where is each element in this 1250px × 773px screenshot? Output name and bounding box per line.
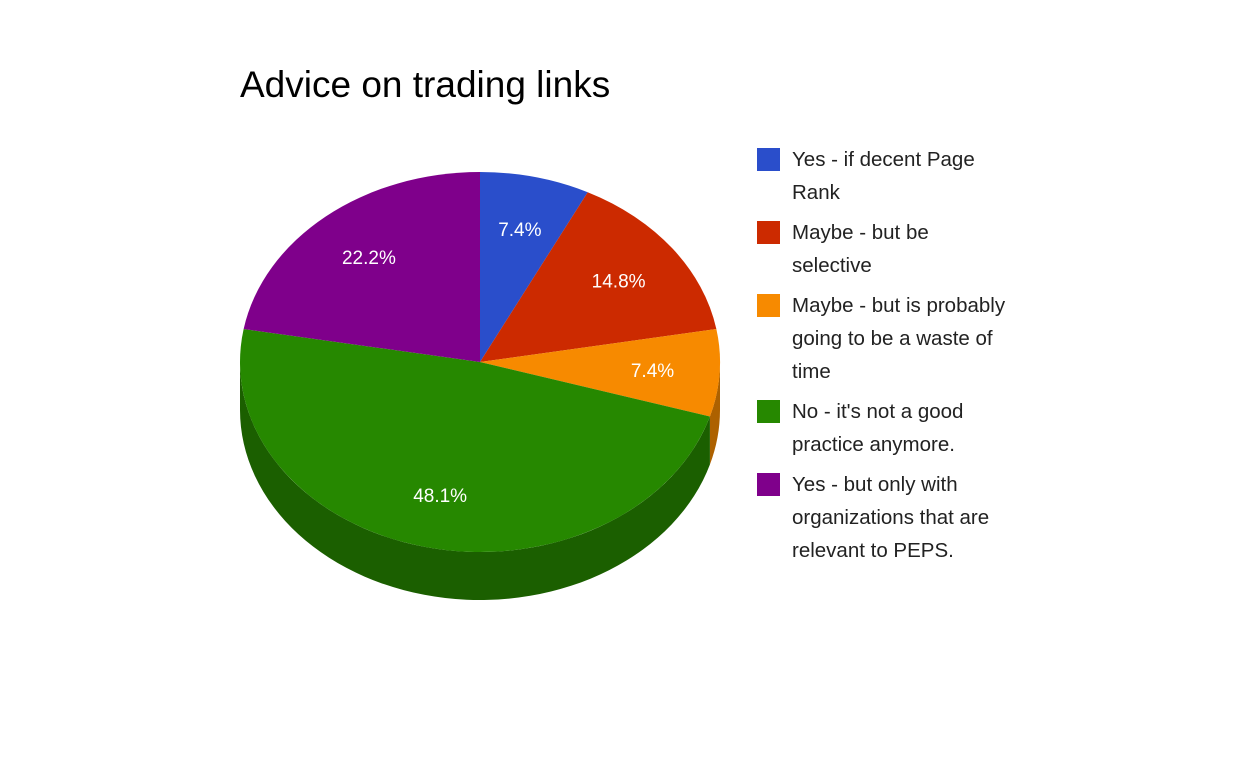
- slice-data-label: 7.4%: [498, 220, 541, 241]
- legend-label: Yes - if decent Page Rank: [792, 148, 975, 204]
- legend-label: Maybe - but be selective: [792, 221, 929, 277]
- legend-swatch: [757, 294, 780, 317]
- slice-data-label: 48.1%: [413, 486, 467, 507]
- chart-title: Advice on trading links: [240, 64, 611, 105]
- legend-item: Maybe - but is probably going to be a wa…: [757, 289, 1012, 388]
- legend-label: No - it's not a good practice anymore.: [792, 400, 964, 456]
- pie-slice[interactable]: [480, 192, 717, 362]
- legend-swatch: [757, 221, 780, 244]
- legend-swatch: [757, 473, 780, 496]
- legend-swatch: [757, 148, 780, 171]
- legend: Yes - if decent Page Rank Maybe - but be…: [757, 143, 1017, 574]
- legend-swatch: [757, 400, 780, 423]
- legend-item: No - it's not a good practice anymore.: [757, 395, 1012, 461]
- pie-slice[interactable]: [480, 329, 720, 417]
- pie-slice[interactable]: [480, 172, 588, 362]
- legend-item: Yes - but only with organizations that a…: [757, 468, 1012, 567]
- pie-chart: 7.4% 14.8% 7.4% 48.1% 22.2%: [239, 172, 720, 601]
- slice-data-label: 14.8%: [592, 271, 646, 292]
- slice-data-label: 22.2%: [342, 248, 396, 269]
- slice-data-label: 7.4%: [631, 361, 674, 382]
- legend-item: Maybe - but be selective: [757, 216, 1012, 282]
- legend-label: Yes - but only with organizations that a…: [792, 473, 990, 562]
- pie-slice-side: [709, 362, 720, 465]
- legend-label: Maybe - but is probably going to be a wa…: [792, 294, 1006, 383]
- pie-slice-side: [240, 362, 710, 601]
- pie-slice[interactable]: [239, 329, 710, 553]
- pie-slice[interactable]: [243, 172, 480, 362]
- legend-item: Yes - if decent Page Rank: [757, 143, 1012, 209]
